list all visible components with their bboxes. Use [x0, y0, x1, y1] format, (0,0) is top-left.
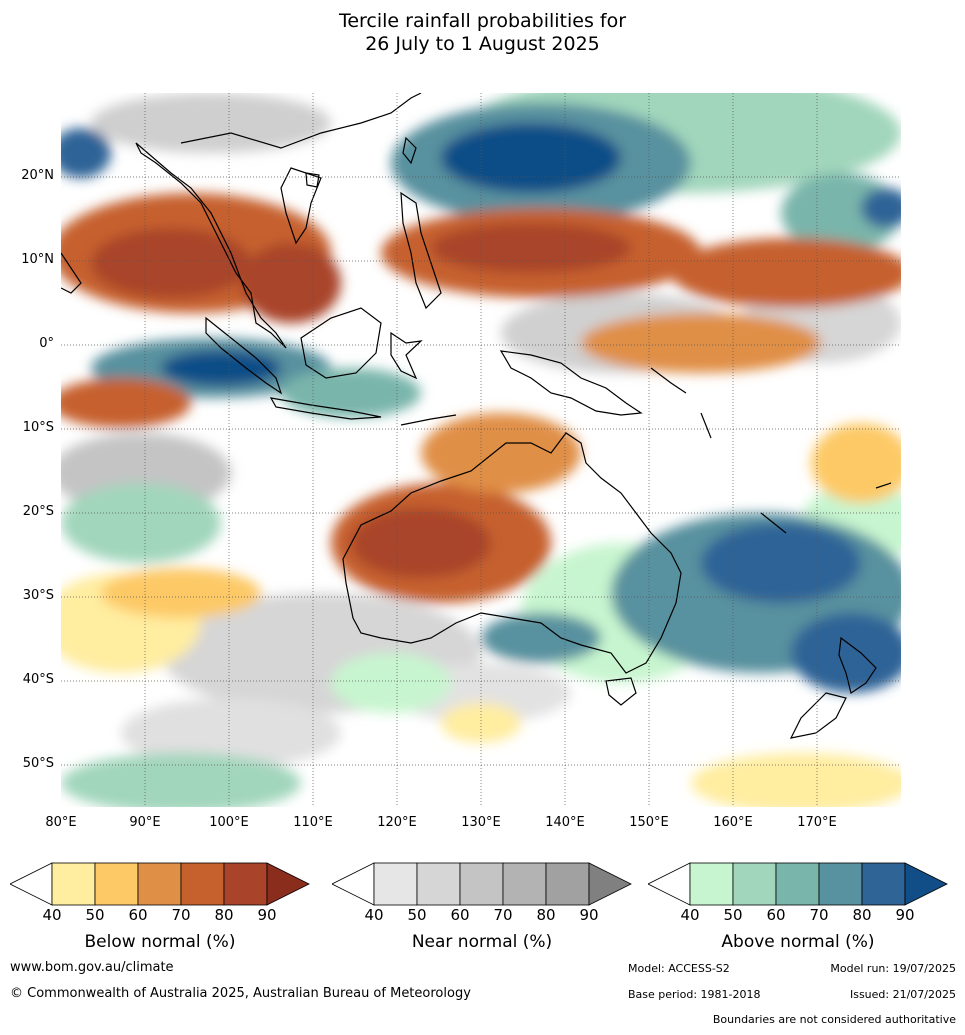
- issued-date: Issued: 21/07/2025: [849, 988, 956, 1001]
- lon-tick-100e: 100°E: [209, 815, 249, 830]
- near-tick-label: 50: [407, 906, 427, 924]
- lat-tick-50s: 50°S: [22, 756, 54, 771]
- sulawesi-coastline: [390, 331, 423, 380]
- lon-tick-150e: 150°E: [629, 815, 669, 830]
- below-tick-label: 60: [128, 906, 148, 924]
- above-colorbar-segment: [775, 862, 820, 906]
- near-colorbar-over-arrow: [588, 862, 632, 906]
- lat-tick-20n: 20°N: [21, 168, 54, 183]
- below-tick-label: 90: [257, 906, 277, 924]
- lat-tick-10n: 10°N: [21, 252, 54, 267]
- near-colorbar-segment: [459, 862, 504, 906]
- bom-url: www.bom.gov.au/climate: [10, 960, 174, 975]
- philippines-coastline: [400, 191, 442, 310]
- below-tick-label: 70: [171, 906, 191, 924]
- coastlines: [61, 93, 892, 739]
- below-tick-label: 80: [214, 906, 234, 924]
- above-tick-label: 40: [680, 906, 700, 924]
- above-tick-label: 60: [766, 906, 786, 924]
- new-zealand-coastline: [838, 636, 877, 694]
- below-colorbar-over-arrow: [266, 862, 310, 906]
- lon-tick-130e: 130°E: [461, 815, 501, 830]
- graticule: [61, 93, 901, 807]
- sumatra-coastline: [205, 316, 283, 395]
- lon-tick-120e: 120°E: [377, 815, 417, 830]
- lat-tick-0: 0°: [39, 336, 54, 351]
- lat-tick-40s: 40°S: [22, 672, 54, 687]
- below-colorbar-under-arrow: [10, 862, 53, 906]
- above-colorbar-segment: [818, 862, 863, 906]
- above-colorbar-segment: [732, 862, 777, 906]
- near-normal-label: Near normal (%): [411, 932, 553, 952]
- map-title: Tercile rainfall probabilities for 26 Ju…: [0, 10, 965, 56]
- copyright: © Commonwealth of Australia 2025, Austra…: [10, 986, 471, 1001]
- near-colorbar-segment: [545, 862, 590, 906]
- near-colorbar-segment: [416, 862, 461, 906]
- below-tick-label: 40: [42, 906, 62, 924]
- model-name: Model: ACCESS-S2: [628, 962, 730, 975]
- lat-tick-30s: 30°S: [22, 588, 54, 603]
- above-tick-label: 50: [723, 906, 743, 924]
- lat-tick-20s: 20°S: [22, 504, 54, 519]
- above-tick-label: 90: [895, 906, 915, 924]
- below-colorbar-segment: [51, 862, 96, 906]
- probability-field: [61, 93, 901, 807]
- near-tick-label: 60: [450, 906, 470, 924]
- below-normal-colorbar: [10, 862, 310, 906]
- below-colorbar-segment: [180, 862, 225, 906]
- near-colorbar-segment: [373, 862, 418, 906]
- above-colorbar-under-arrow: [648, 862, 691, 906]
- above-tick-label: 70: [809, 906, 829, 924]
- rainfall-probability-map: [61, 93, 901, 807]
- below-colorbar-segment: [94, 862, 139, 906]
- near-colorbar-segment: [502, 862, 547, 906]
- above-normal-label: Above normal (%): [721, 932, 875, 952]
- model-run: Model run: 19/07/2025: [830, 962, 956, 975]
- near-tick-label: 70: [493, 906, 513, 924]
- above-tick-label: 80: [852, 906, 872, 924]
- base-period: Base period: 1981-2018: [628, 988, 761, 1001]
- tasmania-coastline: [605, 677, 637, 706]
- se-asia-coastline: [135, 142, 287, 349]
- near-tick-label: 90: [579, 906, 599, 924]
- lon-tick-140e: 140°E: [545, 815, 585, 830]
- new-guinea-coastline: [499, 350, 643, 416]
- java-coastline: [269, 397, 382, 420]
- near-tick-label: 40: [364, 906, 384, 924]
- above-colorbar-over-arrow: [904, 862, 948, 906]
- lon-tick-90e: 90°E: [129, 815, 161, 830]
- lon-tick-110e: 110°E: [293, 815, 333, 830]
- near-tick-label: 80: [536, 906, 556, 924]
- title-line-1: Tercile rainfall probabilities for: [338, 10, 627, 32]
- australia-coastline: [342, 432, 682, 674]
- china-coastline: [180, 93, 422, 149]
- near-normal-colorbar: [332, 862, 632, 906]
- title-line-2: 26 July to 1 August 2025: [365, 33, 600, 55]
- lon-tick-160e: 160°E: [713, 815, 753, 830]
- lon-tick-80e: 80°E: [45, 815, 77, 830]
- below-normal-label: Below normal (%): [84, 932, 236, 952]
- near-colorbar-under-arrow: [332, 862, 375, 906]
- lon-tick-170e: 170°E: [797, 815, 837, 830]
- above-normal-colorbar: [648, 862, 948, 906]
- boundaries-note: Boundaries are not considered authoritat…: [712, 1013, 956, 1026]
- below-colorbar-segment: [137, 862, 182, 906]
- above-colorbar-segment: [861, 862, 906, 906]
- lat-tick-10s: 10°S: [22, 420, 54, 435]
- above-colorbar-segment: [689, 862, 734, 906]
- below-colorbar-segment: [223, 862, 268, 906]
- below-tick-label: 50: [85, 906, 105, 924]
